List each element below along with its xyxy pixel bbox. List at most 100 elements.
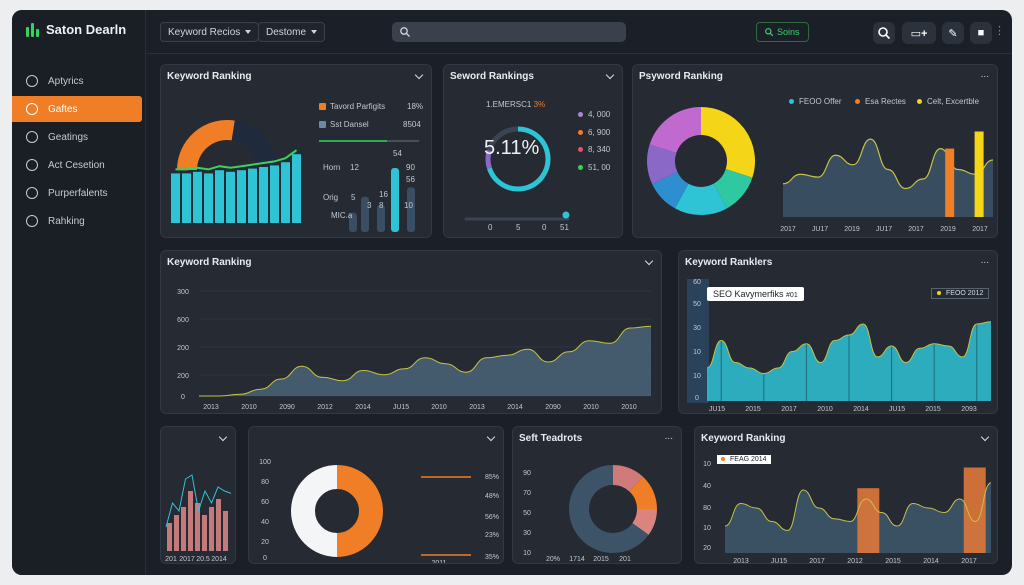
search-icon <box>400 27 410 37</box>
area-line <box>706 321 992 375</box>
badge-icon <box>26 215 38 227</box>
donut-slice <box>674 183 728 215</box>
y-tick-label: 20 <box>703 545 711 552</box>
sidebar-item-rahking[interactable]: Rahking <box>12 208 146 234</box>
soins-button[interactable]: Soins <box>756 22 809 42</box>
x-tick-label: JU15 <box>709 406 725 413</box>
y-tick-label: 80 <box>703 505 711 512</box>
y-tick-label: 10 <box>693 349 701 356</box>
x-tick-label: 20% <box>546 556 560 563</box>
axis-label: 0 <box>488 223 493 232</box>
series-badge: FEAG 2014 <box>717 455 771 464</box>
lock-button[interactable]: ■ <box>970 22 992 44</box>
donut-slice <box>612 465 644 492</box>
y-tick-label: 0 <box>181 394 185 401</box>
x-tick-label: 2014 <box>211 556 227 563</box>
donut-slice <box>649 107 702 154</box>
y-tick-label: 60 <box>261 499 269 506</box>
search-icon <box>765 28 774 37</box>
x-tick-label: 2010 <box>583 404 599 411</box>
bar <box>171 173 180 223</box>
more-icon[interactable]: ... <box>980 255 989 266</box>
soins-label: Soins <box>777 27 800 37</box>
x-tick-label: 2010 <box>817 406 833 413</box>
legend-dot <box>578 130 583 136</box>
bar <box>226 171 235 223</box>
highlight-bar <box>945 148 955 217</box>
badge-text: FEAG 2014 <box>730 456 767 463</box>
x-tick-label: 2014 <box>923 558 939 564</box>
donut-slice <box>652 171 690 209</box>
legend-label: 4, 000 <box>588 110 611 119</box>
more-icon[interactable]: ⋮ <box>994 25 1005 37</box>
bar <box>209 507 214 551</box>
sidebar-nav: Aptyrics Gaftes Geatings Act Cesetion Pu… <box>12 66 146 236</box>
highlight-bar <box>857 488 880 553</box>
brand[interactable]: Saton Dearln <box>26 22 126 37</box>
sidebar-item-purperfalents[interactable]: Purperfalents <box>12 180 146 206</box>
donut-slice <box>569 465 649 553</box>
x-tick-label: 2019 <box>844 226 860 233</box>
row-label: MIC.a <box>331 211 353 220</box>
search-icon-button[interactable] <box>873 22 895 44</box>
y-tick-label: 600 <box>177 317 189 324</box>
y-tick-label: 10 <box>693 373 701 380</box>
x-tick-label: 1714 <box>569 556 585 563</box>
legend-value: 8504 <box>403 120 421 129</box>
x-tick-label: 201 <box>165 556 177 563</box>
tooltip-text: SEO Kavymerfiks <box>713 289 784 299</box>
sidebar-item-gaftes[interactable]: Gaftes <box>12 96 142 122</box>
window-plus-button[interactable]: ▭+ <box>902 22 936 44</box>
caret-down-icon <box>245 30 252 34</box>
destome-dropdown[interactable]: Destome <box>258 22 326 42</box>
panel-title: Psyword Ranking <box>639 71 723 82</box>
y-tick-label: 100 <box>259 459 271 466</box>
bar <box>202 515 207 551</box>
search-input[interactable] <box>416 26 616 38</box>
sidebar-item-label: Gaftes <box>48 103 78 115</box>
donut-slice <box>336 465 383 557</box>
gauge-arc-navy <box>231 120 277 171</box>
trend-line <box>175 149 298 171</box>
tooltip: SEO Kavymerfiks #01 <box>707 287 804 301</box>
sidebar-item-geatings[interactable]: Geatings <box>12 124 146 150</box>
x-tick-label: 2017 <box>972 226 988 233</box>
x-tick-label: 201 <box>619 556 631 563</box>
x-tick-label: 2017 <box>961 558 977 564</box>
x-tick-label: 2017 <box>908 226 924 233</box>
x-tick-label: 2012 <box>317 404 333 411</box>
legend-label: Tavord Parfigits <box>330 102 386 111</box>
bar <box>215 170 224 223</box>
y-tick-label: 30 <box>523 530 531 537</box>
bar <box>248 168 257 223</box>
sidebar-item-aptyrics[interactable]: Aptyrics <box>12 68 146 94</box>
mini-bar <box>407 187 415 232</box>
legend-dot <box>917 99 922 105</box>
legend-item: Tavord Parfigits <box>319 102 385 111</box>
x-tick-label: JU17 <box>876 226 892 233</box>
bar-label: 90 <box>406 163 415 172</box>
more-icon[interactable]: ... <box>664 431 673 442</box>
badge-text: FEOO 2012 <box>946 290 984 297</box>
pin-button[interactable]: ✎ <box>942 22 964 44</box>
sidebar-item-label: Geatings <box>48 131 89 143</box>
x-tick-label: 2014 <box>853 406 869 413</box>
y-tick-label: 50 <box>693 301 701 308</box>
value-label: 56% <box>485 514 499 521</box>
mini-bar <box>361 196 369 232</box>
legend-item: Esa Rectes <box>855 97 906 106</box>
highlight-bar <box>974 131 984 217</box>
bar <box>270 165 279 223</box>
more-icon[interactable]: ... <box>980 69 989 80</box>
panel2-chart <box>464 126 570 221</box>
y-tick-label: 0 <box>695 395 699 402</box>
value-label: 85% <box>485 474 499 481</box>
bar <box>174 515 179 551</box>
sidebar-item-act-cesetion[interactable]: Act Cesetion <box>12 152 146 178</box>
x-tick-label: 20.5 <box>196 556 210 563</box>
panel-keyword-ranklers: Keyword Ranklers ... 60 50 30 10 10 0 JU15 2015… <box>678 250 998 414</box>
panel-seword-rankings: Seword Rankings 1.EMERSC1 3% 5.11% 4, 00… <box>443 64 623 238</box>
keyword-dropdown[interactable]: Keyword Recios <box>160 22 260 42</box>
bar-label: 5 <box>351 193 356 202</box>
legend-item: 6, 900 <box>578 128 610 137</box>
